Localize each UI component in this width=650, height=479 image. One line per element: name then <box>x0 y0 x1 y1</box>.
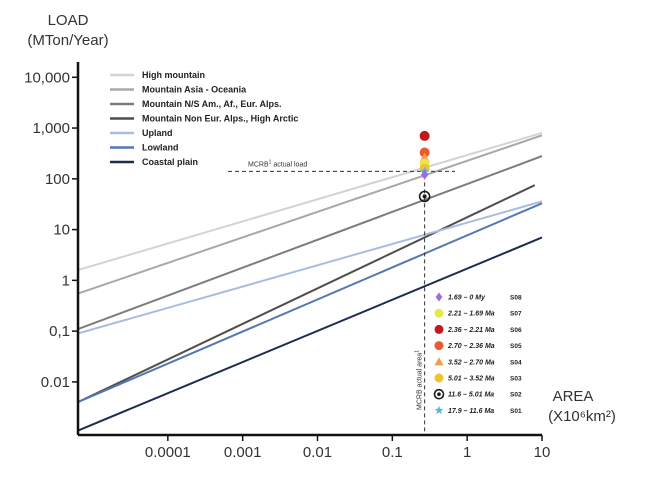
epoch-point <box>434 324 444 334</box>
epoch-label: 3.52 – 2.70 Ma <box>448 359 495 366</box>
x-tick-label: 0.001 <box>224 444 262 461</box>
y-axis-title-line2: (MTon/Year) <box>27 32 108 49</box>
y-tick-label: 1 <box>62 272 70 289</box>
epoch-label: 2.21 – 1.69 Ma <box>447 311 495 318</box>
legend-label: High mountain <box>142 70 205 80</box>
y-tick-label: 10,000 <box>24 69 70 86</box>
epoch-point <box>420 169 429 180</box>
series-line <box>78 200 543 335</box>
epoch-point <box>434 308 444 318</box>
actual-area-label: MCRB actual area1 <box>415 350 424 410</box>
epoch-label: 17.9 – 11.6 Ma <box>448 408 494 415</box>
epoch-point-core <box>422 194 427 199</box>
x-axis-title-line1: AREA <box>553 388 594 405</box>
y-tick-label: 100 <box>45 171 70 188</box>
epoch-point <box>434 405 444 415</box>
series-lines <box>78 132 543 432</box>
legend-label: Lowland <box>142 143 179 153</box>
y-tick-label: 0,1 <box>49 323 70 340</box>
epoch-label: 2.70 – 2.36 Ma <box>447 343 495 350</box>
epoch-point <box>419 147 430 158</box>
y-tick-label: 10 <box>53 222 70 239</box>
series-line <box>78 134 543 295</box>
y-tick-label: 0.01 <box>41 374 70 391</box>
legend-label: Mountain N/S Am., Af., Eur. Alps. <box>142 99 282 109</box>
epoch-legend: 1.69 – 0 My S08 2.21 – 1.69 Ma S07 2.36 – 2.… <box>433 292 522 415</box>
epoch-sequence: S07 <box>510 311 522 318</box>
epoch-point <box>419 130 430 141</box>
epoch-points <box>418 130 431 203</box>
x-tick-label: 10 <box>534 444 551 461</box>
series-line <box>78 184 536 404</box>
epoch-label: 11.6 – 5.01 Ma <box>448 392 494 399</box>
epoch-label: 1.69 – 0 My <box>448 295 486 302</box>
y-tick-label: 1,000 <box>32 120 70 137</box>
legend-label: Mountain Non Eur. Alps., High Arctic <box>142 114 298 124</box>
epoch-point <box>433 388 445 400</box>
epoch-sequence: S02 <box>510 392 522 399</box>
epoch-point <box>434 357 444 366</box>
epoch-sequence: S08 <box>510 295 522 302</box>
series-line <box>78 132 543 271</box>
legend-label: Upland <box>142 128 173 138</box>
x-tick-label: 0.01 <box>303 444 332 461</box>
x-tick-label: 0.1 <box>382 444 403 461</box>
x-tick-label: 0.0001 <box>145 444 191 461</box>
epoch-point <box>418 190 431 203</box>
legend-label: Coastal plain <box>142 157 198 167</box>
axis-ticks: 10,000 1,000 100 10 1 0,1 0.01 0.0001 0.001 0.01 0… <box>24 69 550 461</box>
epoch-point-core <box>437 392 441 397</box>
legend-label: Mountain Asia - Oceania <box>142 85 247 95</box>
epoch-sequence: S03 <box>510 376 522 383</box>
series-line <box>78 236 543 432</box>
epoch-point-ring <box>433 388 445 400</box>
series-legend: High mountain Mountain Asia - Oceania Moun… <box>110 70 298 167</box>
epoch-point-ring <box>418 190 431 203</box>
x-tick-label: 1 <box>463 444 471 461</box>
epoch-sequence: S04 <box>510 359 522 366</box>
epoch-label: 2.36 – 2.21 Ma <box>447 327 495 334</box>
epoch-point <box>434 341 444 351</box>
epoch-sequence: S05 <box>510 343 522 350</box>
y-axis-title-line1: LOAD <box>48 12 89 29</box>
series-line <box>78 202 543 404</box>
reference-lines: MCRB1 actual load MCRB actual area1 <box>228 159 455 435</box>
epoch-sequence: S06 <box>510 327 522 334</box>
epoch-sequence: S01 <box>510 408 522 415</box>
epoch-point <box>435 292 443 302</box>
actual-load-label: MCRB1 actual load <box>248 159 307 168</box>
epoch-label: 5.01 – 3.52 Ma <box>448 376 495 383</box>
x-axis-title-line2: (X10⁶km²) <box>548 408 616 425</box>
epoch-point <box>434 373 444 383</box>
series-line <box>78 155 543 330</box>
